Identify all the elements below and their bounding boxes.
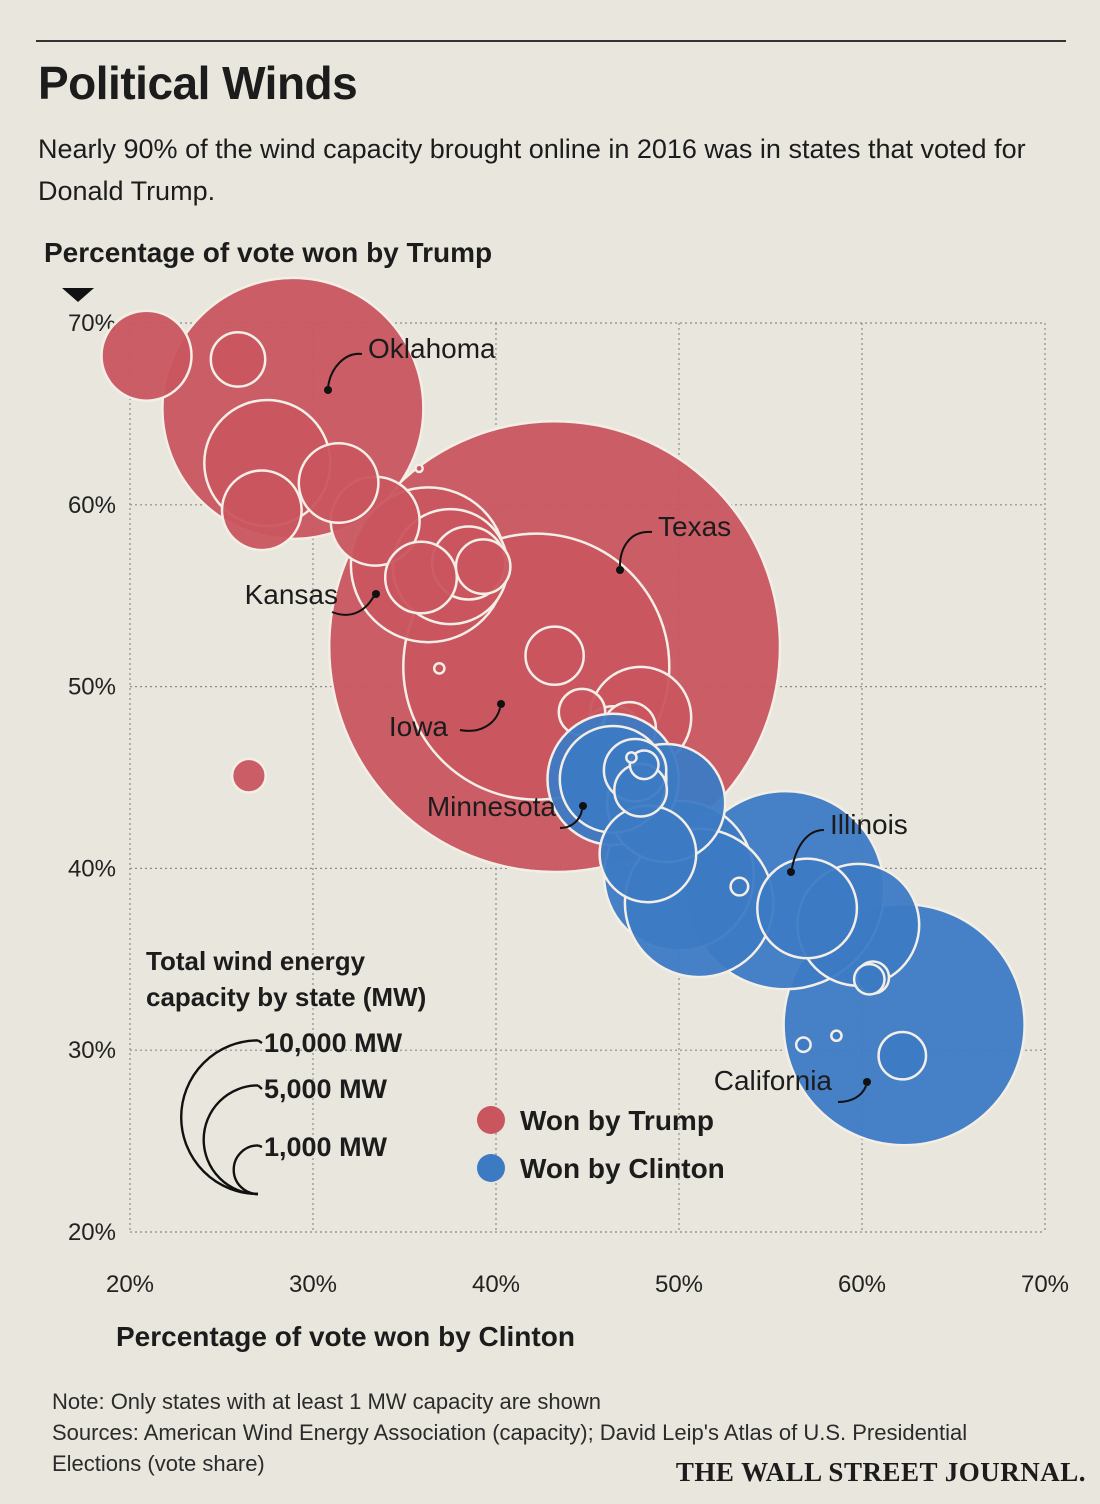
size-legend-arc-10-000-mw <box>180 1039 259 1196</box>
annotation-label-california: California <box>714 1065 833 1096</box>
top-rule <box>36 40 1066 42</box>
bubble-won-by-clinton-9 <box>598 804 698 904</box>
annotation-leader-illinois <box>791 829 825 869</box>
bubble-won-by-clinton-17 <box>794 1036 812 1054</box>
size-legend-tick-10-000-mw <box>257 1039 263 1045</box>
annotation-arrowhead-texas <box>616 566 624 574</box>
annotation-leader-minnesota <box>559 809 583 829</box>
annotation-arrowhead-kansas <box>372 590 380 598</box>
annotation-label-minnesota: Minnesota <box>427 791 557 822</box>
bubble-won-by-trump-15 <box>209 330 267 388</box>
x-axis-label: Percentage of vote won by Clinton <box>116 1321 575 1352</box>
bubble-won-by-trump-19 <box>230 757 267 794</box>
bubble-won-by-trump-10 <box>220 469 303 552</box>
bubble-won-by-clinton-14 <box>852 962 886 996</box>
y-tick-label-40: 40% <box>68 855 116 882</box>
legend-label-won-by-trump: Won by Trump <box>520 1105 714 1136</box>
bubble-won-by-clinton-12 <box>877 1030 928 1081</box>
size-legend-tick-1-000-mw <box>257 1144 263 1149</box>
legend-swatch-won-by-trump <box>477 1106 505 1134</box>
size-legend: Total wind energy capacity by state (MW) 1… <box>146 946 426 1196</box>
y-tick-label-60: 60% <box>68 492 116 519</box>
bubble-won-by-clinton-19 <box>830 1029 843 1043</box>
size-legend-label-1-000-mw: 1,000 MW <box>264 1132 388 1162</box>
size-legend-label-10-000-mw: 10,000 MW <box>264 1028 403 1058</box>
bubble-won-by-trump-kansas <box>383 540 459 615</box>
color-legend: Won by Trump Won by Clinton <box>477 1105 725 1184</box>
note-text: Note: Only states with at least 1 MW cap… <box>52 1389 602 1414</box>
footnote: Note: Only states with at least 1 MW cap… <box>52 1386 1072 1479</box>
bubble-won-by-trump-20 <box>432 662 446 675</box>
chart-subtitle: Nearly 90% of the wind capacity brought … <box>38 134 1026 206</box>
y-axis-label: Percentage of vote won by Trump <box>44 237 492 268</box>
bubble-won-by-trump-7 <box>100 309 193 402</box>
x-tick-label-50: 50% <box>655 1271 703 1298</box>
bubble-won-by-clinton-18 <box>625 751 638 764</box>
annotation-arrowhead-iowa <box>497 700 505 708</box>
y-tick-label-50: 50% <box>68 674 116 701</box>
x-tick-label-70: 70% <box>1021 1271 1069 1298</box>
bubble-chart: 20%20%30%30%40%40%50%50%60%60%70%70%Perc… <box>44 237 1069 1352</box>
annotation-layer: Oklahoma Kansas Texas Iowa Minnesota Illinois… <box>245 333 908 1103</box>
size-legend-arc-5-000-mw <box>202 1084 259 1196</box>
publisher-credit: THE WALL STREET JOURNAL. <box>675 1457 1086 1487</box>
annotation-label-kansas: Kansas <box>245 579 338 610</box>
annotation-label-oklahoma: Oklahoma <box>368 333 496 364</box>
annotation-leader-california <box>837 1085 867 1103</box>
annotation-label-texas: Texas <box>658 511 731 542</box>
annotation-leader-kansas <box>331 595 375 616</box>
y-tick-label-30: 30% <box>68 1037 116 1064</box>
size-legend-tick-5-000-mw <box>257 1084 263 1090</box>
annotation-label-iowa: Iowa <box>389 711 449 742</box>
x-tick-label-60: 60% <box>838 1271 886 1298</box>
bubble-won-by-trump-21 <box>414 463 424 474</box>
bubble-won-by-clinton-8 <box>756 857 859 960</box>
annotation-leader-texas <box>619 530 653 567</box>
size-legend-title-line-1: Total wind energy <box>146 946 366 976</box>
y-tick-label-20: 20% <box>68 1219 116 1246</box>
size-legend-arc-1-000-mw <box>232 1144 259 1196</box>
annotation-arrowhead-illinois <box>787 868 795 876</box>
bubble-layer <box>100 276 1026 1147</box>
annotation-arrowhead-oklahoma <box>324 386 332 394</box>
chart-title: Political Winds <box>38 57 358 109</box>
sources-text-cont: Elections (vote share) <box>52 1451 265 1476</box>
bubble-won-by-clinton-16 <box>729 876 750 897</box>
size-legend-title-line-2: capacity by state (MW) <box>146 982 426 1012</box>
x-tick-label-20: 20% <box>106 1271 154 1298</box>
x-tick-label-40: 40% <box>472 1271 520 1298</box>
annotation-label-illinois: Illinois <box>830 809 908 840</box>
legend-swatch-won-by-clinton <box>477 1154 505 1182</box>
annotation-arrowhead-minnesota <box>579 802 587 810</box>
x-tick-label-30: 30% <box>289 1271 337 1298</box>
size-legend-label-5-000-mw: 5,000 MW <box>264 1074 388 1104</box>
y-axis-arrow-icon <box>62 288 94 302</box>
annotation-leader-iowa <box>459 707 501 732</box>
legend-label-won-by-clinton: Won by Clinton <box>520 1153 725 1184</box>
bubble-won-by-trump-16 <box>454 538 512 596</box>
sources-text: Sources: American Wind Energy Associatio… <box>52 1420 968 1445</box>
annotation-arrowhead-california <box>863 1078 871 1086</box>
bubble-won-by-trump-14 <box>524 625 585 687</box>
bubble-won-by-trump-9 <box>297 441 380 525</box>
annotation-leader-oklahoma <box>327 352 363 389</box>
